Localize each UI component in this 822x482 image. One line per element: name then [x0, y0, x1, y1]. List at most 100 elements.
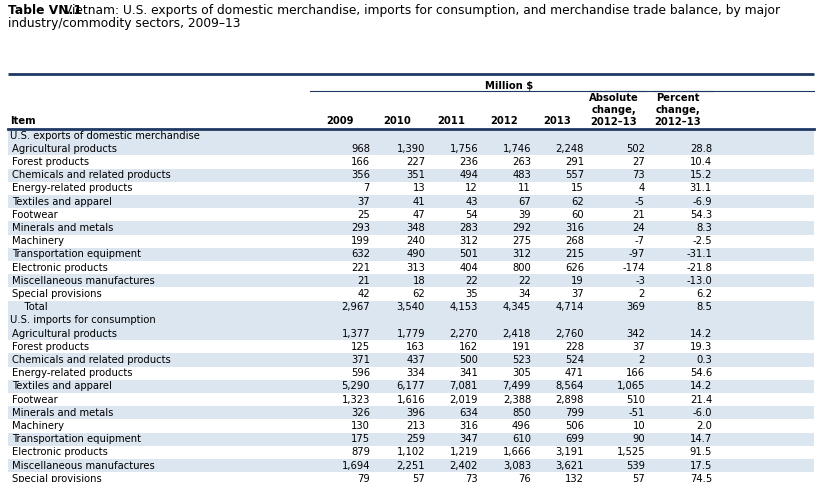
Text: Miscellaneous manufactures: Miscellaneous manufactures: [12, 461, 155, 470]
Text: 313: 313: [406, 263, 425, 273]
Text: 351: 351: [406, 170, 425, 180]
Text: 2012: 2012: [490, 116, 518, 126]
Text: 437: 437: [406, 355, 425, 365]
Text: -6.0: -6.0: [692, 408, 712, 418]
Text: 316: 316: [459, 421, 478, 431]
Text: 341: 341: [459, 368, 478, 378]
Text: 2,402: 2,402: [450, 461, 478, 470]
Text: U.S. exports of domestic merchandise: U.S. exports of domestic merchandise: [10, 131, 200, 141]
Text: 43: 43: [465, 197, 478, 207]
Text: 1,219: 1,219: [450, 447, 478, 457]
Text: 356: 356: [351, 170, 370, 180]
Text: 263: 263: [512, 157, 531, 167]
Bar: [8, 340, 814, 353]
Text: 37: 37: [632, 342, 645, 352]
Text: Footwear: Footwear: [12, 395, 58, 404]
Text: 471: 471: [565, 368, 584, 378]
Text: Forest products: Forest products: [12, 157, 89, 167]
Text: -6.9: -6.9: [692, 197, 712, 207]
Text: 3,621: 3,621: [556, 461, 584, 470]
Text: 199: 199: [351, 236, 370, 246]
Text: 191: 191: [512, 342, 531, 352]
Bar: [8, 314, 814, 327]
Text: 4,714: 4,714: [556, 302, 584, 312]
Text: 15.2: 15.2: [690, 170, 712, 180]
Text: 37: 37: [358, 197, 370, 207]
Text: 31.1: 31.1: [690, 183, 712, 193]
Text: 2: 2: [639, 289, 645, 299]
Text: Electronic products: Electronic products: [12, 263, 108, 273]
Text: 799: 799: [565, 408, 584, 418]
Text: 1,377: 1,377: [341, 329, 370, 338]
Text: 2,248: 2,248: [556, 144, 584, 154]
Bar: [8, 406, 814, 419]
Text: 1,746: 1,746: [502, 144, 531, 154]
Text: 25: 25: [358, 210, 370, 220]
Bar: [8, 380, 814, 393]
Text: Textiles and apparel: Textiles and apparel: [12, 381, 112, 391]
Text: 14.7: 14.7: [690, 434, 712, 444]
Text: Chemicals and related products: Chemicals and related products: [12, 170, 171, 180]
Text: Minerals and metals: Minerals and metals: [12, 408, 113, 418]
Text: 34: 34: [519, 289, 531, 299]
Text: -97: -97: [629, 249, 645, 259]
Text: 3,540: 3,540: [397, 302, 425, 312]
Text: 283: 283: [459, 223, 478, 233]
Text: 502: 502: [626, 144, 645, 154]
Text: 42: 42: [358, 289, 370, 299]
Text: 54.3: 54.3: [690, 210, 712, 220]
Text: -3: -3: [635, 276, 645, 286]
Text: 132: 132: [565, 474, 584, 482]
Bar: [8, 353, 814, 367]
Text: 634: 634: [459, 408, 478, 418]
Text: 27: 27: [632, 157, 645, 167]
Text: 4,153: 4,153: [450, 302, 478, 312]
Text: 2,760: 2,760: [556, 329, 584, 338]
Text: 1,756: 1,756: [450, 144, 478, 154]
Text: 8,564: 8,564: [556, 381, 584, 391]
Bar: [8, 195, 814, 208]
Text: 67: 67: [518, 197, 531, 207]
Text: 228: 228: [565, 342, 584, 352]
Text: 3,083: 3,083: [503, 461, 531, 470]
Text: Footwear: Footwear: [12, 210, 58, 220]
Text: 316: 316: [565, 223, 584, 233]
Text: 163: 163: [406, 342, 425, 352]
Text: -174: -174: [622, 263, 645, 273]
Text: Percent
change,
2012–13: Percent change, 2012–13: [654, 93, 701, 127]
Text: 268: 268: [565, 236, 584, 246]
Text: 259: 259: [406, 434, 425, 444]
Text: Machinery: Machinery: [12, 236, 64, 246]
Text: -7: -7: [635, 236, 645, 246]
Text: 37: 37: [571, 289, 584, 299]
Text: 18: 18: [413, 276, 425, 286]
Text: 2,251: 2,251: [396, 461, 425, 470]
Text: 2: 2: [639, 355, 645, 365]
Text: 2010: 2010: [383, 116, 411, 126]
Text: 7: 7: [363, 183, 370, 193]
Text: 6.2: 6.2: [696, 289, 712, 299]
Text: 5,290: 5,290: [341, 381, 370, 391]
Text: 57: 57: [413, 474, 425, 482]
Text: 175: 175: [351, 434, 370, 444]
Bar: [8, 248, 814, 261]
Text: U.S. imports for consumption: U.S. imports for consumption: [10, 315, 155, 325]
Text: Textiles and apparel: Textiles and apparel: [12, 197, 112, 207]
Text: 35: 35: [465, 289, 478, 299]
Text: 12: 12: [465, 183, 478, 193]
Bar: [8, 235, 814, 248]
Text: 524: 524: [565, 355, 584, 365]
Text: 54.6: 54.6: [690, 368, 712, 378]
Text: 2,967: 2,967: [341, 302, 370, 312]
Text: 125: 125: [351, 342, 370, 352]
Text: 13: 13: [413, 183, 425, 193]
Text: 90: 90: [632, 434, 645, 444]
Text: -5: -5: [635, 197, 645, 207]
Text: 10: 10: [632, 421, 645, 431]
Text: 76: 76: [518, 474, 531, 482]
Text: Transportation equipment: Transportation equipment: [12, 434, 141, 444]
Text: 8.3: 8.3: [696, 223, 712, 233]
Text: 334: 334: [406, 368, 425, 378]
Text: 4,345: 4,345: [503, 302, 531, 312]
Text: 54: 54: [465, 210, 478, 220]
